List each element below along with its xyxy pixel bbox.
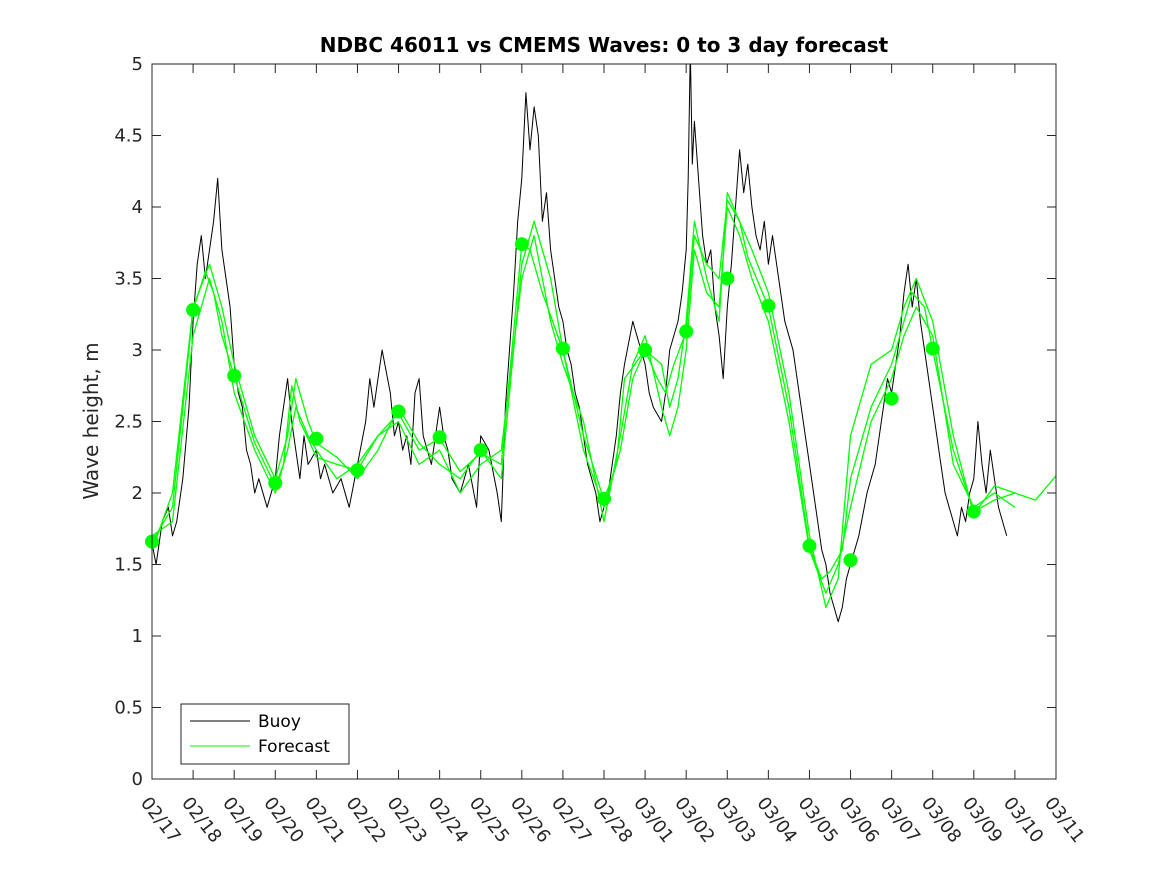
marker-layer — [145, 237, 981, 568]
forecast-marker — [473, 443, 488, 458]
y-tick-label: 0 — [132, 769, 143, 790]
series-layer — [152, 64, 1056, 623]
forecast-marker — [432, 430, 447, 445]
y-tick-label: 2 — [132, 483, 143, 504]
forecast-marker — [884, 391, 899, 406]
y-axis-label: Wave height, m — [79, 342, 103, 499]
forecast-marker — [843, 553, 858, 568]
y-tick-label: 2.5 — [114, 412, 143, 433]
y-tick-label: 1 — [132, 626, 143, 647]
legend: Buoy Forecast — [180, 703, 350, 765]
y-tick-label: 0.5 — [114, 698, 143, 719]
forecast-marker — [514, 237, 529, 252]
forecast-marker — [309, 431, 324, 446]
forecast-marker — [555, 341, 570, 356]
forecast-marker — [227, 368, 242, 383]
y-tick-label: 3 — [132, 340, 143, 361]
y-tick-label: 4.5 — [114, 126, 143, 147]
forecast-marker — [925, 341, 940, 356]
legend-buoy-label: Buoy — [258, 712, 301, 732]
forecast-series-line-3 — [152, 192, 1016, 609]
y-tick-label: 5 — [132, 54, 143, 75]
y-axis: 0 0.5 1 1.5 2 2.5 3 3.5 4 4.5 5 — [114, 54, 1056, 790]
forecast-marker — [638, 343, 653, 357]
legend-box — [180, 703, 350, 765]
forecast-marker — [186, 303, 201, 317]
forecast-marker — [597, 491, 611, 506]
forecast-marker — [391, 404, 406, 419]
y-tick-label: 4 — [132, 197, 143, 218]
y-tick-label: 3.5 — [114, 269, 143, 290]
forecast-marker — [350, 463, 365, 478]
forecast-marker — [679, 324, 694, 339]
forecast-marker — [761, 298, 776, 313]
forecast-marker — [966, 504, 981, 519]
forecast-series-line-1 — [152, 199, 1056, 580]
legend-forecast-label: Forecast — [258, 737, 330, 757]
forecast-marker — [802, 538, 817, 553]
y-tick-label: 1.5 — [114, 555, 143, 576]
forecast-series-line-2 — [152, 206, 1016, 594]
forecast-marker — [720, 271, 735, 286]
forecast-marker — [268, 476, 283, 490]
chart-title: NDBC 46011 vs CMEMS Waves: 0 to 3 day fo… — [320, 33, 889, 57]
buoy-series-line — [152, 64, 1008, 623]
